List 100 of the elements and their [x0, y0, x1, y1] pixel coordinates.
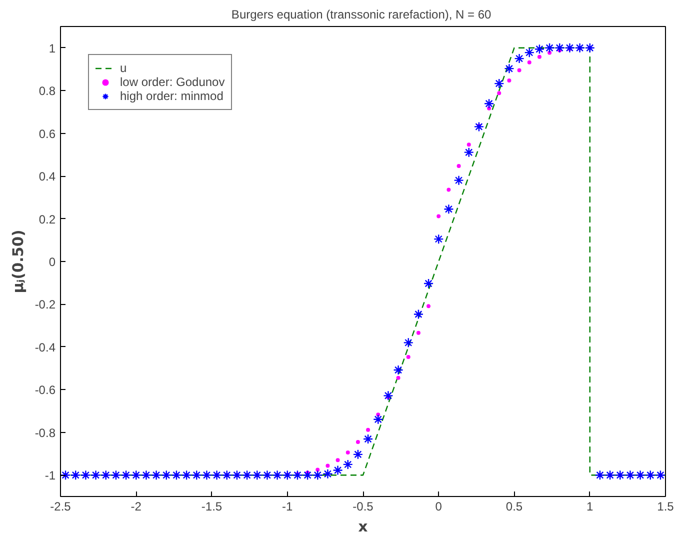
point [352, 449, 364, 460]
point [242, 470, 252, 480]
point [426, 304, 431, 308]
point [464, 147, 474, 158]
point [151, 470, 162, 480]
point [302, 470, 313, 480]
point [454, 175, 464, 186]
y-tick-label: -1 [44, 468, 56, 483]
point [342, 459, 353, 470]
point [554, 42, 565, 53]
point [292, 470, 303, 480]
y-tick-label: 1 [48, 41, 56, 56]
point [494, 78, 504, 89]
x-tick-label: -1 [282, 500, 294, 514]
point [192, 470, 202, 480]
point [110, 470, 122, 480]
y-axis-title: μⱼ(0.50) [10, 230, 27, 294]
point [383, 390, 394, 401]
y-tick-label: -0.4 [34, 340, 56, 354]
point [80, 470, 91, 480]
point [393, 364, 404, 376]
point [70, 470, 81, 480]
point [362, 434, 374, 444]
y-tick-label: 0.4 [38, 170, 56, 184]
legend-label: u [120, 61, 128, 75]
point [222, 470, 232, 480]
y-tick-label: 0.2 [38, 212, 56, 226]
point [60, 470, 71, 480]
x-tick-label: -1.5 [201, 500, 222, 514]
point [466, 142, 471, 147]
point [171, 470, 182, 480]
x-tick-label: 1.5 [657, 500, 674, 514]
point [524, 47, 534, 58]
y-tick-label: 0.6 [38, 126, 56, 141]
y-tick-label: 0 [48, 255, 56, 269]
point [252, 470, 262, 480]
point [537, 54, 542, 59]
point [655, 470, 666, 480]
point [635, 470, 646, 480]
y-tick-label: -0.8 [34, 426, 56, 440]
point [517, 68, 522, 72]
point [527, 60, 532, 64]
point [504, 63, 514, 74]
point [403, 338, 414, 348]
point [366, 428, 370, 432]
x-tick-label: 1 [586, 500, 594, 514]
y-tick-label: 0.8 [38, 84, 56, 98]
point [262, 470, 272, 480]
point [413, 309, 424, 320]
legend-label: low order: Godunov [120, 75, 225, 89]
x-tick-label: 0.5 [506, 500, 523, 514]
point [474, 122, 484, 132]
point [161, 470, 172, 480]
point [120, 470, 132, 480]
point [484, 98, 494, 109]
point [212, 470, 222, 480]
point [100, 470, 111, 480]
x-tick-label: -2.5 [50, 500, 72, 514]
point [332, 465, 343, 476]
point [346, 450, 350, 454]
point [625, 470, 636, 480]
point [544, 42, 555, 53]
point [416, 330, 420, 335]
point [645, 470, 656, 480]
point [456, 164, 461, 168]
point [406, 355, 410, 359]
point [336, 458, 340, 462]
x-tick-label: -2 [130, 500, 142, 514]
point [584, 42, 595, 53]
point [497, 91, 502, 96]
y-tick-label: -0.6 [34, 383, 56, 398]
x-axis-title: x [358, 518, 368, 536]
chart-title: Burgers equation (transsonic rarefaction), N = 60 [231, 8, 492, 22]
point [534, 44, 545, 54]
point [131, 470, 142, 480]
point [312, 470, 323, 480]
x-tick-label: -0.5 [352, 500, 374, 514]
y-tick-label: -0.2 [34, 298, 56, 312]
point [326, 464, 330, 468]
point [444, 204, 454, 214]
point [507, 78, 512, 83]
point [574, 42, 585, 53]
point [373, 414, 384, 424]
point [232, 470, 242, 480]
point [141, 470, 152, 480]
legend-label: high order: minmod [120, 89, 224, 103]
point [615, 470, 626, 480]
point [446, 188, 451, 192]
point [282, 470, 292, 480]
point [514, 53, 524, 64]
point [423, 278, 434, 289]
point [90, 470, 101, 480]
point [356, 440, 360, 444]
point [322, 468, 333, 479]
point [202, 470, 212, 480]
point [272, 470, 282, 480]
point [434, 234, 444, 244]
point [396, 376, 400, 380]
x-tick-label: 0 [435, 500, 442, 514]
point [436, 214, 441, 218]
